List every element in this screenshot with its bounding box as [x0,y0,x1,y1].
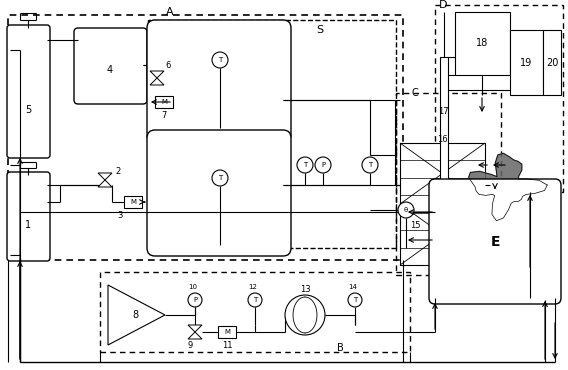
Text: 4: 4 [107,65,113,75]
Text: 1: 1 [25,220,31,230]
Bar [148,20,396,248]
Text: T: T [218,57,222,63]
Bar [543,30,561,95]
Text: 15: 15 [410,221,420,229]
Text: M: M [224,329,230,335]
Bar [400,143,485,265]
Bar [124,196,142,208]
Text: 10: 10 [189,284,198,290]
Text: P: P [193,297,197,303]
Text: 18: 18 [476,38,488,48]
Text: 17: 17 [438,108,448,117]
FancyBboxPatch shape [429,179,561,304]
Bar [455,12,510,75]
Text: B: B [337,343,344,353]
Text: T: T [353,297,357,303]
Bar [435,5,563,192]
Polygon shape [150,78,164,85]
Text: 2: 2 [115,168,120,176]
Text: M: M [130,199,136,205]
Text: 8: 8 [132,310,138,320]
Text: T: T [368,162,372,168]
Circle shape [348,293,362,307]
Text: P: P [321,162,325,168]
Text: D: D [438,0,447,10]
FancyBboxPatch shape [7,25,50,158]
Bar [155,96,173,108]
Bar [440,57,448,192]
Circle shape [212,170,228,186]
Bar [100,272,410,352]
Bar [218,326,236,338]
Text: θ: θ [404,207,408,213]
Circle shape [248,293,262,307]
Circle shape [188,293,202,307]
Polygon shape [98,173,112,180]
Text: 3: 3 [118,211,123,219]
Polygon shape [188,332,202,339]
FancyBboxPatch shape [74,28,147,104]
Text: A: A [166,7,174,17]
Circle shape [285,295,325,335]
Circle shape [398,202,414,218]
Text: 11: 11 [222,340,232,350]
Polygon shape [98,180,112,187]
Text: 13: 13 [300,286,310,295]
Text: 16: 16 [437,135,448,145]
Text: 5: 5 [25,105,31,115]
Text: 12: 12 [249,284,257,290]
Bar [396,93,501,275]
Text: 6: 6 [165,61,171,70]
FancyBboxPatch shape [147,20,291,143]
Polygon shape [469,153,547,221]
Circle shape [297,157,313,173]
Text: T: T [218,175,222,181]
FancyBboxPatch shape [7,172,50,261]
FancyBboxPatch shape [147,130,291,256]
Text: E: E [490,235,500,249]
Circle shape [362,157,378,173]
Text: M: M [161,99,167,105]
Text: T: T [303,162,307,168]
Circle shape [212,52,228,68]
Text: 20: 20 [546,58,558,68]
Text: 14: 14 [349,284,357,290]
Text: 9: 9 [187,340,193,350]
Circle shape [315,157,331,173]
Bar [8,15,403,260]
Polygon shape [188,325,202,332]
Text: S: S [316,25,324,35]
Text: 7: 7 [161,111,166,120]
Text: C: C [412,88,419,98]
Text: 19: 19 [520,58,532,68]
Polygon shape [150,71,164,78]
Text: T: T [253,297,257,303]
Bar [510,30,543,95]
Polygon shape [108,285,165,345]
